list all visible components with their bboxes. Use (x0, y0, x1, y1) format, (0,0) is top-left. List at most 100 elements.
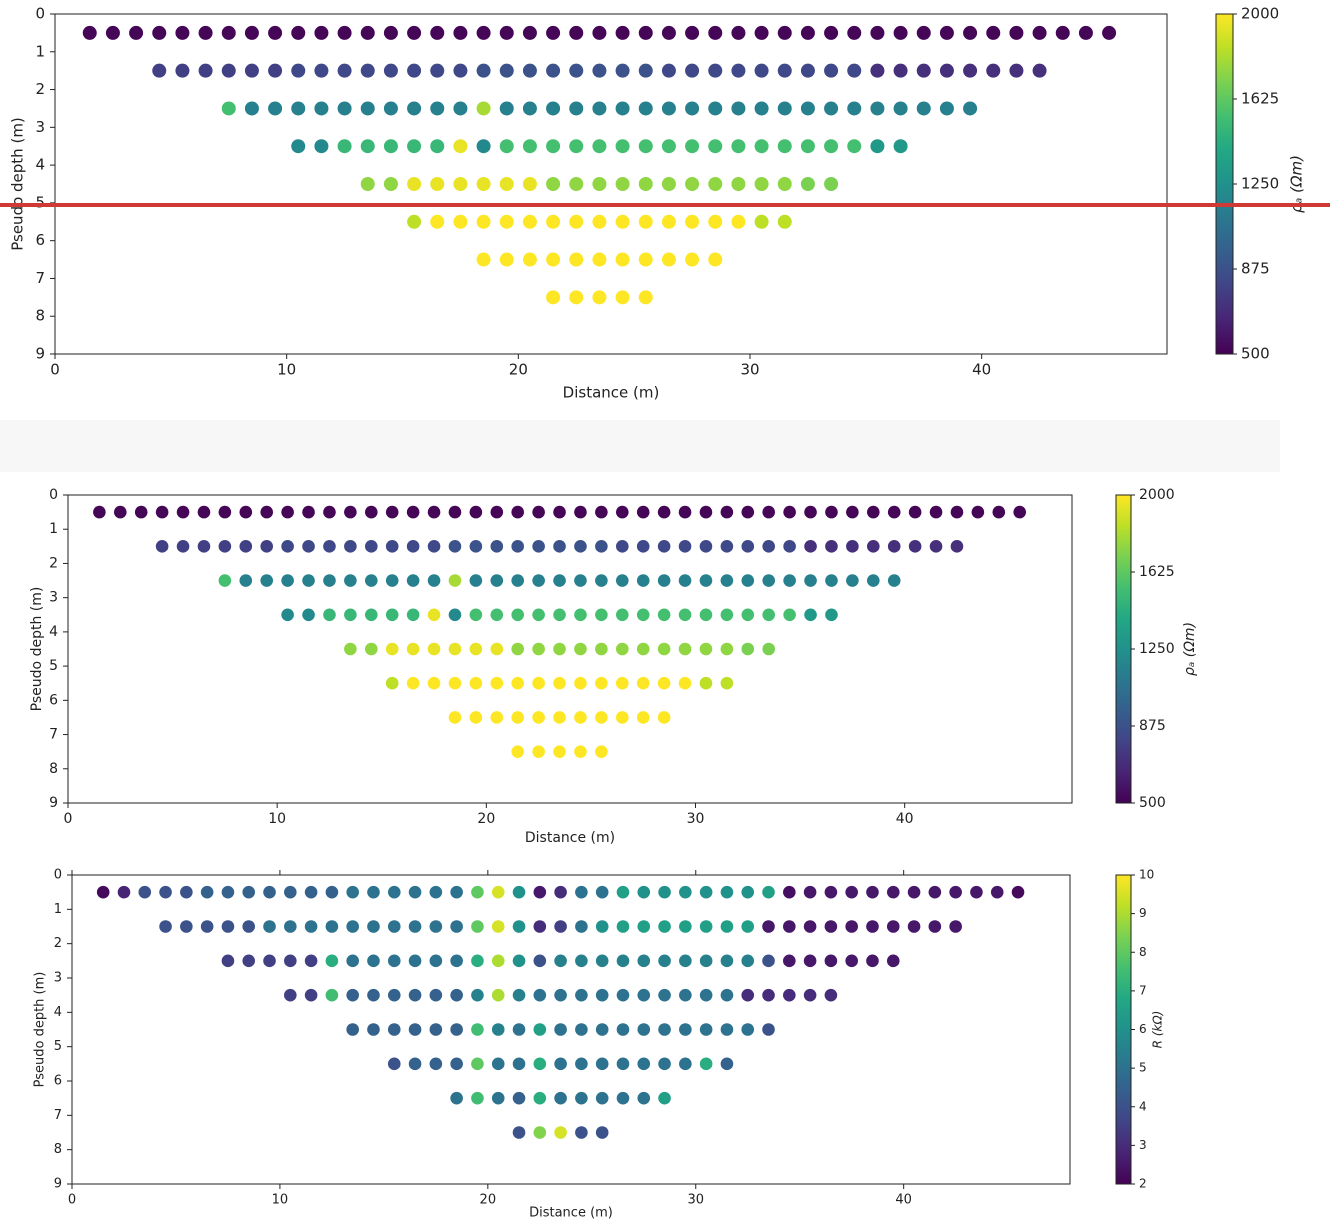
colorbar-tick-label: 1625 (1241, 90, 1279, 108)
data-point (754, 214, 769, 229)
data-point (720, 1057, 734, 1071)
data-point (546, 290, 561, 305)
data-point (637, 885, 651, 899)
data-point (450, 1091, 463, 1105)
data-point (553, 608, 566, 622)
data-point (804, 574, 817, 587)
x-axis-label: Distance (m) (563, 384, 660, 402)
data-point (638, 101, 653, 116)
colorbar-tick-label: 1250 (1241, 175, 1279, 193)
data-point (260, 540, 274, 553)
data-point (159, 920, 172, 933)
data-point (615, 177, 630, 191)
data-point (490, 540, 504, 553)
data-point (476, 139, 491, 154)
data-point (533, 954, 547, 968)
y-tick-label: 9 (54, 1177, 62, 1192)
data-point (180, 920, 193, 933)
data-point (471, 1023, 484, 1036)
data-point (777, 139, 792, 154)
data-point (661, 214, 676, 229)
data-point (845, 885, 858, 899)
data-point (429, 988, 443, 1002)
data-point (615, 290, 630, 305)
data-point (720, 885, 734, 899)
data-point (846, 540, 859, 553)
data-point (825, 540, 838, 553)
data-point (239, 505, 253, 519)
data-point (592, 214, 607, 229)
data-point (661, 63, 676, 78)
data-point (511, 642, 525, 656)
data-point (971, 505, 985, 519)
data-point (553, 505, 566, 519)
x-tick-label: 10 (277, 361, 296, 379)
data-point (346, 1023, 359, 1036)
data-point (453, 101, 468, 116)
data-point (1013, 505, 1027, 519)
x-axis-label: Distance (m) (525, 830, 615, 846)
data-point (825, 574, 838, 587)
data-point (304, 988, 318, 1002)
data-point (616, 1091, 630, 1105)
data-point (595, 1023, 609, 1036)
data-point (302, 608, 315, 622)
data-point (512, 1057, 526, 1071)
data-point (950, 505, 964, 519)
data-point (637, 1091, 651, 1105)
colorbar-tick-label: 3 (1139, 1138, 1147, 1152)
data-point (499, 214, 514, 229)
data-point (658, 920, 671, 933)
colorbar-tick-label: 875 (1241, 260, 1270, 278)
data-point (302, 505, 315, 519)
data-point (532, 642, 545, 656)
y-tick-label: 9 (49, 795, 58, 811)
data-point (453, 63, 468, 78)
data-point (383, 25, 398, 40)
x-axis-label: Distance (m) (529, 1206, 613, 1221)
data-point (159, 885, 172, 899)
data-point (754, 101, 769, 116)
colorbar-tick-label: 1625 (1139, 564, 1175, 580)
data-point (387, 1057, 401, 1071)
data-point (615, 711, 629, 724)
data-point (907, 920, 921, 933)
data-point (731, 177, 746, 191)
data-point (427, 540, 441, 553)
data-point (408, 920, 422, 933)
data-point (893, 101, 908, 116)
data-point (699, 574, 713, 587)
data-point (762, 505, 776, 519)
data-point (387, 1023, 401, 1036)
x-tick-label: 10 (268, 811, 286, 827)
data-point (453, 139, 468, 154)
data-point (847, 139, 862, 154)
data-point (407, 214, 422, 229)
data-point (637, 954, 651, 968)
data-point (754, 63, 769, 78)
data-point (533, 988, 547, 1002)
y-tick-label: 8 (49, 761, 58, 777)
data-point (325, 988, 339, 1002)
data-point (304, 954, 318, 968)
data-point (511, 711, 525, 724)
data-point (429, 1057, 443, 1071)
data-point (685, 139, 700, 154)
data-point (569, 101, 584, 116)
data-point (532, 676, 545, 690)
data-point (731, 139, 746, 154)
data-point (281, 574, 294, 587)
data-point (218, 574, 232, 587)
data-point (636, 505, 650, 519)
data-point (554, 988, 567, 1002)
data-point (476, 63, 491, 78)
data-point (762, 920, 775, 933)
data-point (699, 1057, 713, 1071)
data-point (720, 574, 734, 587)
data-point (554, 885, 567, 899)
data-point (615, 214, 630, 229)
data-point (533, 1091, 547, 1105)
data-point (615, 676, 629, 690)
data-point (699, 505, 713, 519)
colorbar-tick-label: 500 (1139, 795, 1166, 811)
